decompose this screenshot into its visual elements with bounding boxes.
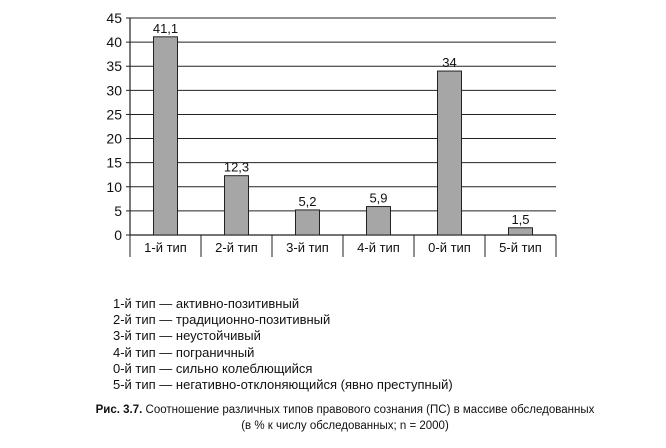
bar-value-label: 12,3: [224, 160, 249, 175]
legend: 1-й тип — активно-позитивный 2-й тип — т…: [113, 296, 453, 393]
y-tick-label: 20: [106, 131, 122, 147]
legend-item-type-5: 5-й тип — негативно-отклоняющийся (явно …: [113, 377, 453, 393]
legend-item-type-3: 3-й тип — неустойчивый: [113, 328, 261, 344]
x-category-label: 3-й тип: [286, 240, 329, 255]
bar-value-label: 34: [442, 55, 456, 70]
legend-item-type-2: 2-й тип — традиционно-позитивный: [113, 312, 331, 328]
bar-value-label: 5,2: [298, 194, 316, 209]
bar: [366, 206, 391, 236]
bar: [508, 227, 533, 236]
legend-item-type-4: 4-й тип — пограничный: [113, 344, 255, 360]
x-category-label: 5-й тип: [499, 240, 542, 255]
x-category-label: 4-й тип: [357, 240, 400, 255]
bar: [295, 209, 320, 236]
caption-line-2: (в % к числу обследованных; n = 2000): [241, 420, 449, 432]
y-tick-label: 40: [106, 34, 122, 50]
bar: [437, 70, 462, 236]
x-category-label: 1-й тип: [144, 240, 187, 255]
y-tick-label: 0: [114, 227, 122, 243]
figure-caption: Рис. 3.7. Соотношение различных типов пр…: [60, 402, 630, 434]
y-tick-label: 15: [106, 155, 122, 171]
y-tick-label: 5: [114, 203, 122, 219]
bar-value-label: 1,5: [511, 212, 529, 227]
caption-line-1: Рис. 3.7. Соотношение различных типов пр…: [60, 402, 630, 418]
bar-value-label: 41,1: [153, 21, 178, 36]
bar-chart: 0 5 10 15 20 25 30 35 40 45 41,1 1-й тип 12,3 2-й тип…: [106, 10, 557, 257]
figure-label: Рис. 3.7.: [95, 404, 143, 416]
y-tick-label: 25: [106, 106, 122, 122]
y-tick-label: 30: [106, 82, 122, 98]
x-category-label: 2-й тип: [215, 240, 258, 255]
bar: [224, 175, 249, 236]
y-tick-label: 35: [106, 58, 122, 74]
bar-value-label: 5,9: [369, 191, 387, 206]
bar: [153, 36, 178, 236]
legend-item-type-0: 0-й тип — сильно колеблющийся: [113, 360, 313, 376]
legend-item-type-1: 1-й тип — активно-позитивный: [113, 296, 300, 311]
x-category-label: 0-й тип: [428, 240, 471, 255]
y-tick-label: 10: [106, 179, 122, 195]
y-tick-label: 45: [106, 10, 122, 26]
caption-text-1: Соотношение различных типов правового со…: [145, 404, 595, 416]
